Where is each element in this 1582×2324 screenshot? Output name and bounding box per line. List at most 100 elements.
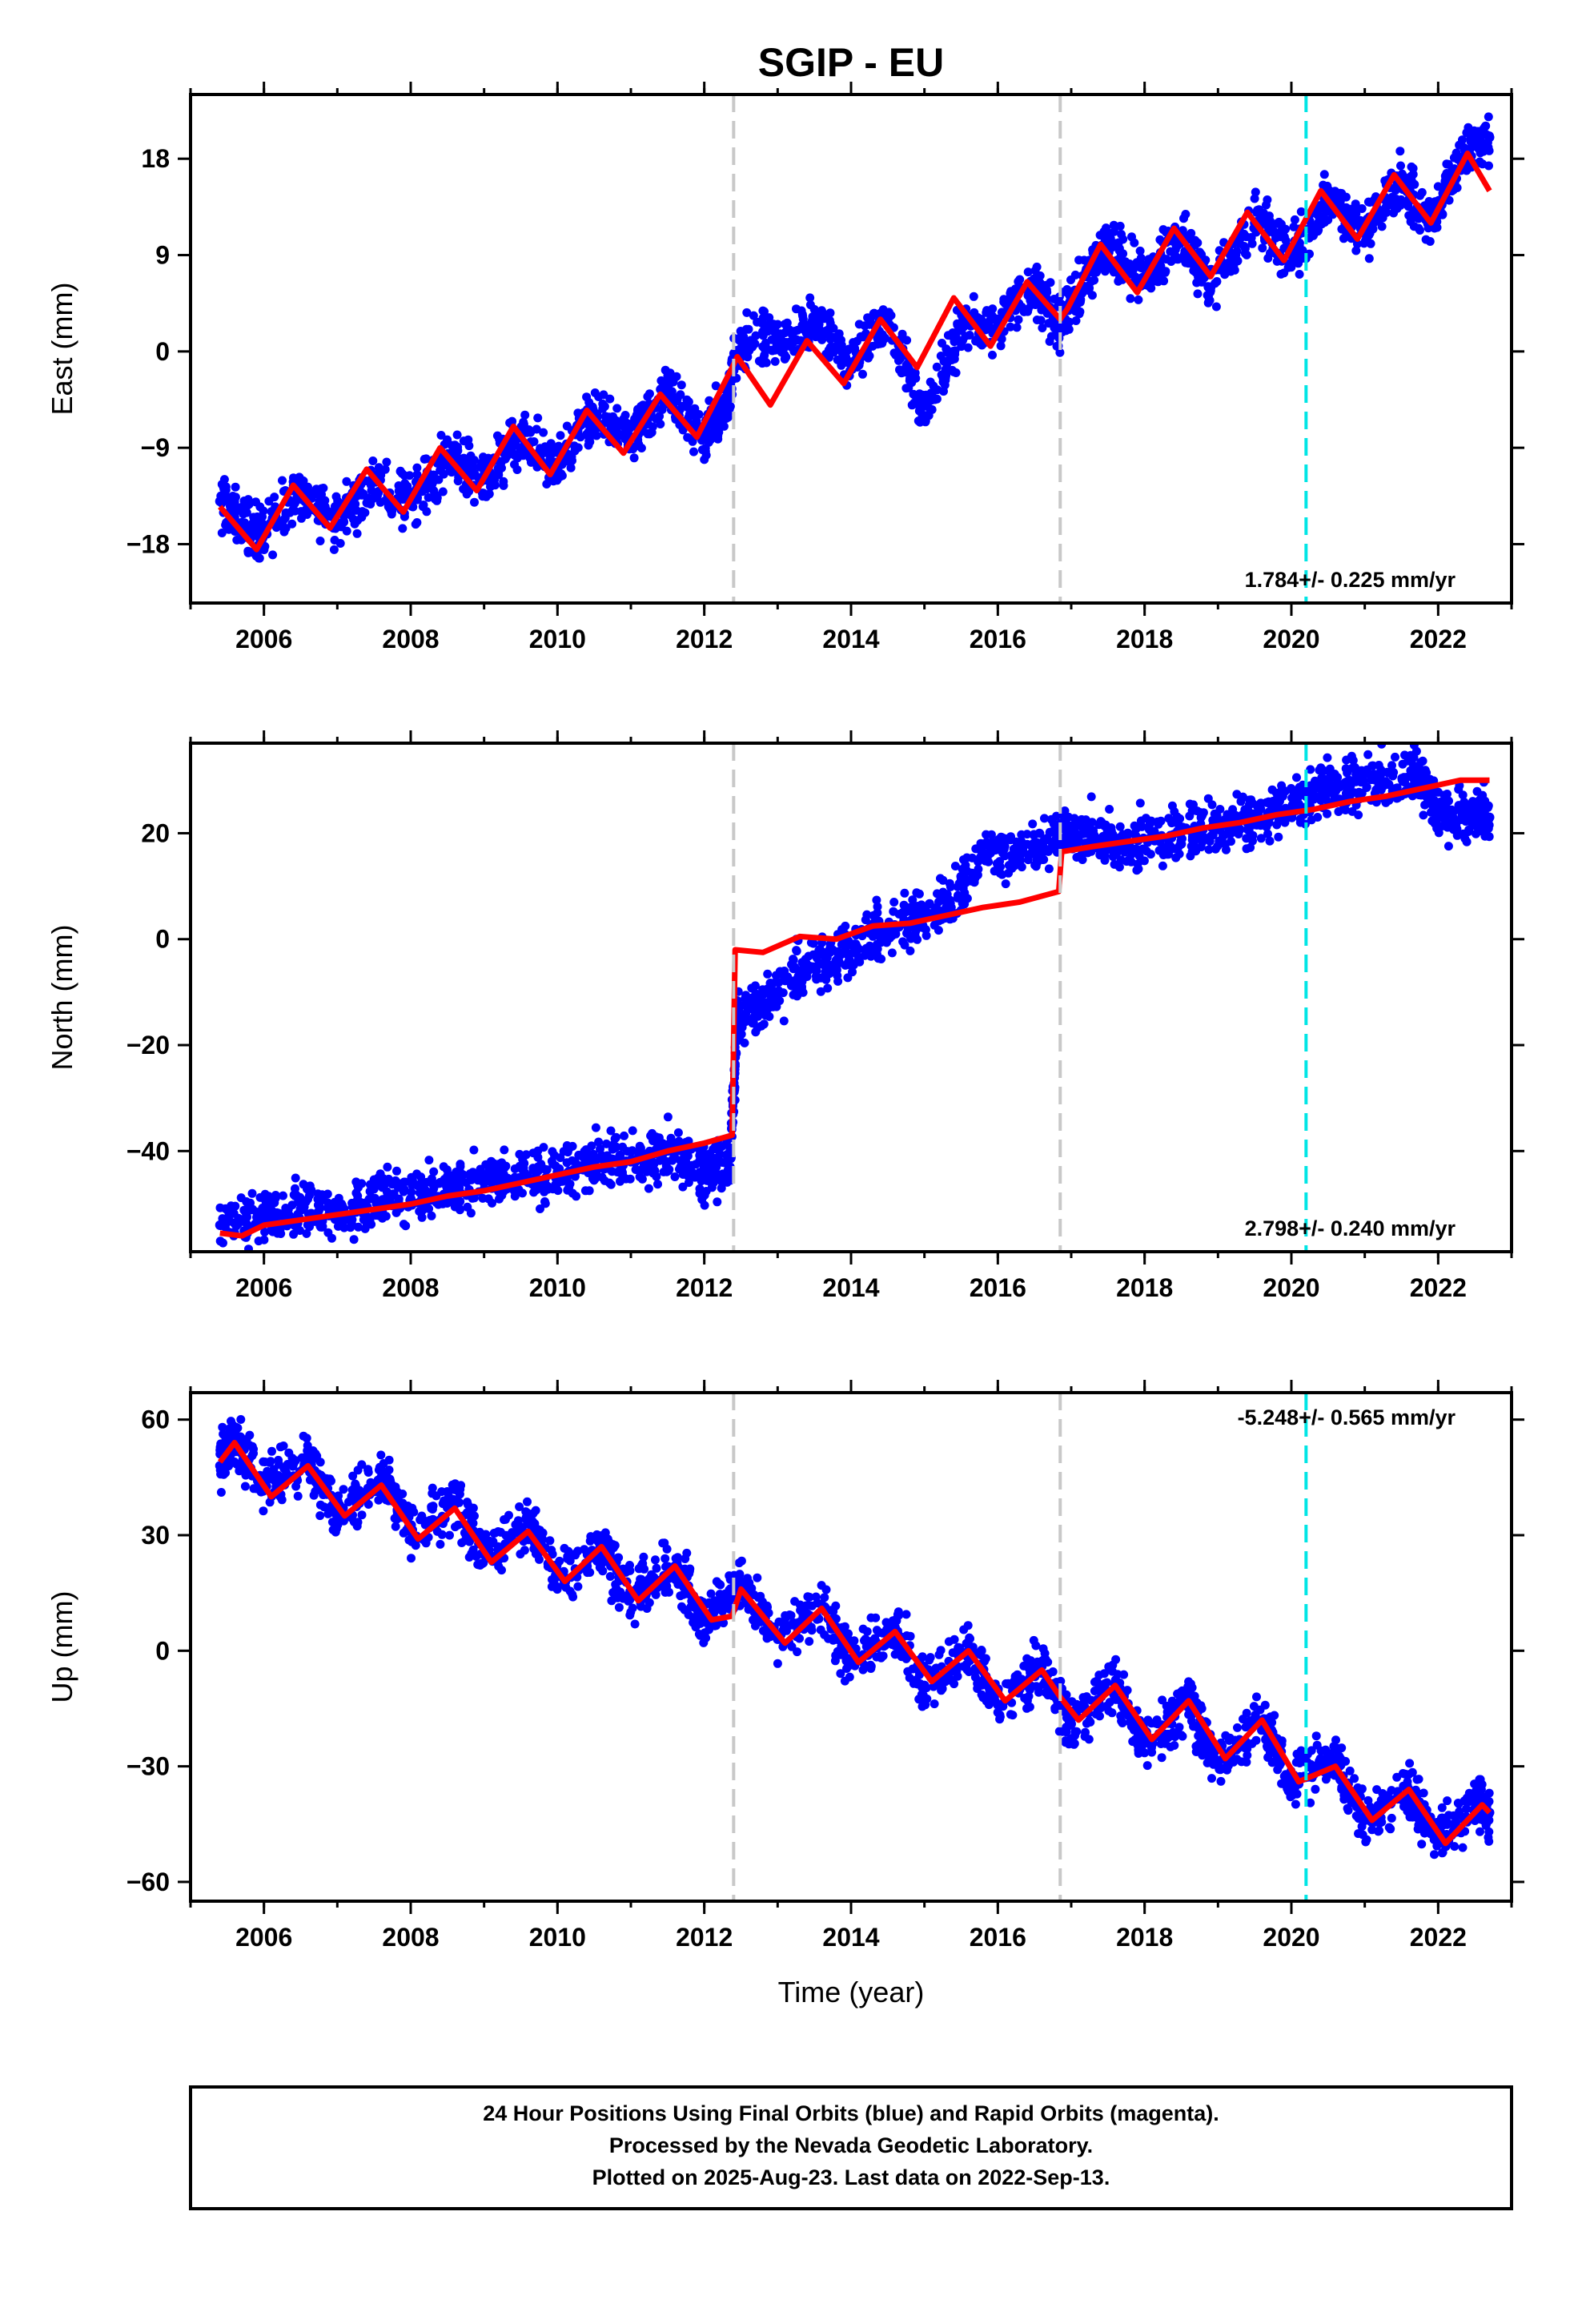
- north-point: [814, 947, 824, 956]
- east-point: [969, 292, 978, 301]
- east-point: [767, 345, 777, 355]
- east-point: [629, 453, 639, 463]
- north-points: [215, 743, 1495, 1252]
- north-point: [1008, 858, 1018, 868]
- north-point: [763, 984, 773, 994]
- east-point: [1046, 278, 1055, 287]
- up-point: [259, 1506, 268, 1516]
- north-point: [231, 1201, 240, 1211]
- east-point: [814, 331, 824, 340]
- north-point: [873, 908, 882, 918]
- north-point: [518, 1155, 528, 1164]
- north-point: [452, 1180, 461, 1189]
- east-point: [1295, 270, 1304, 279]
- north-point: [1156, 816, 1166, 826]
- east-point: [1047, 319, 1057, 328]
- north-point: [516, 1164, 526, 1173]
- east-point: [988, 350, 997, 360]
- east-point: [329, 545, 339, 554]
- north-point: [1460, 798, 1469, 806]
- east-point: [938, 339, 946, 348]
- up-point: [305, 1475, 315, 1485]
- north-point: [833, 947, 842, 957]
- east-point: [1314, 218, 1323, 227]
- north-point: [602, 1139, 611, 1148]
- north-point: [303, 1220, 312, 1230]
- east-point: [932, 362, 942, 372]
- up-point: [263, 1466, 272, 1476]
- north-point: [353, 1179, 363, 1188]
- up-point: [236, 1415, 246, 1424]
- north-point: [740, 1014, 749, 1023]
- north-point: [1468, 814, 1478, 823]
- north-point: [1158, 861, 1167, 870]
- east-point: [1290, 215, 1299, 224]
- east-point: [1126, 294, 1135, 304]
- north-point: [1220, 830, 1230, 839]
- east-point: [599, 403, 608, 412]
- east-point: [676, 390, 685, 400]
- north-point: [1411, 746, 1421, 756]
- up-point: [287, 1459, 297, 1469]
- east-point: [858, 369, 867, 379]
- east-point: [608, 412, 617, 421]
- north-point: [1464, 827, 1473, 836]
- north-point: [1029, 830, 1038, 840]
- east-point: [387, 509, 396, 519]
- north-point: [1248, 830, 1258, 840]
- north-point: [1175, 814, 1185, 823]
- east-point: [688, 436, 697, 446]
- north-point: [958, 896, 967, 906]
- north-point: [400, 1184, 409, 1194]
- east-point: [1353, 218, 1362, 227]
- east-point: [884, 308, 893, 317]
- east-point: [1135, 246, 1145, 255]
- east-point: [1251, 187, 1260, 197]
- east-point: [396, 467, 405, 476]
- north-point: [1252, 820, 1262, 830]
- north-point: [323, 1228, 333, 1237]
- east-point: [927, 405, 937, 414]
- east-point: [1476, 148, 1485, 158]
- north-point: [1484, 802, 1493, 810]
- north-point: [1077, 814, 1086, 824]
- east-point: [805, 293, 815, 303]
- east-point: [546, 439, 556, 448]
- east-point: [1006, 322, 1015, 332]
- east-point: [1466, 134, 1476, 143]
- north-point: [394, 1194, 404, 1204]
- north-point: [236, 1193, 246, 1203]
- east-point: [382, 457, 391, 467]
- east-point: [1023, 267, 1033, 277]
- north-point: [945, 879, 954, 888]
- east-point: [368, 456, 378, 465]
- north-point: [933, 889, 942, 899]
- north-point: [707, 1183, 717, 1192]
- east-point: [665, 378, 675, 387]
- east-point: [605, 394, 615, 404]
- east-point: [766, 324, 776, 333]
- north-point: [871, 915, 880, 925]
- north-point: [1413, 763, 1423, 773]
- north-point: [1415, 790, 1423, 800]
- east-point: [612, 420, 622, 429]
- east-point: [690, 404, 700, 413]
- north-point: [587, 1141, 596, 1151]
- north-point: [1263, 829, 1272, 838]
- east-point: [424, 493, 433, 502]
- north-point: [812, 975, 821, 984]
- north-point: [1327, 772, 1337, 782]
- north-point: [673, 1128, 683, 1137]
- north-point: [984, 841, 994, 850]
- north-point: [709, 1144, 718, 1154]
- north-point: [1072, 853, 1082, 862]
- north-point: [407, 1188, 416, 1197]
- east-point: [947, 365, 957, 375]
- east-point: [1458, 135, 1467, 145]
- east-point: [303, 509, 312, 518]
- north-point: [424, 1204, 434, 1213]
- east-point: [1309, 226, 1319, 235]
- north-point: [700, 1200, 709, 1210]
- north-point: [347, 1219, 356, 1228]
- east-point: [758, 306, 768, 316]
